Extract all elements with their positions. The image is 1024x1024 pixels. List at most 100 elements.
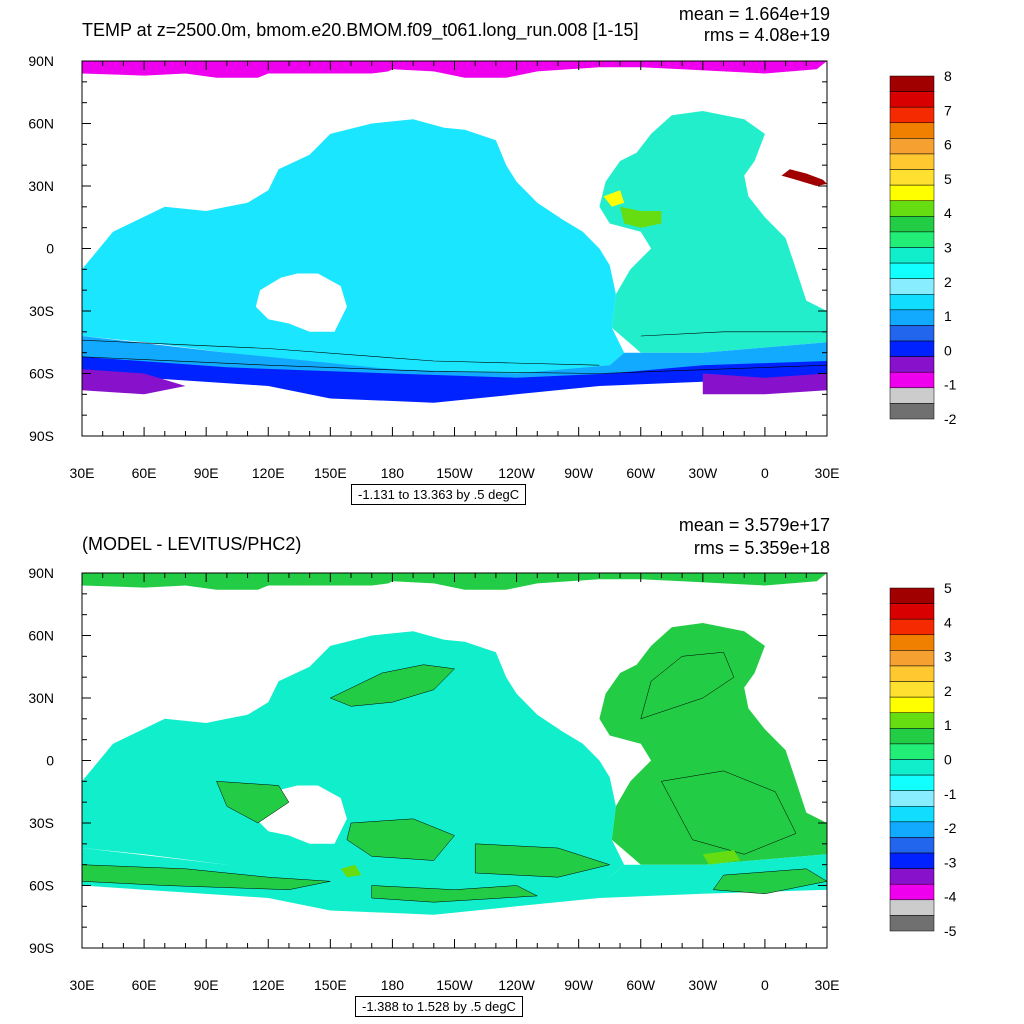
range-label: -1.131 to 13.363 by .5 degC xyxy=(351,484,527,505)
colorbar-label: 6 xyxy=(944,137,952,153)
map-axes: 30E 60E 90E 120E 150E 180 150W 120W 90W 60W 30W 0 30… xyxy=(28,53,839,481)
colorbar-swatch xyxy=(889,200,935,217)
rms-stat: rms = 4.08e+19 xyxy=(703,25,830,45)
x-tick-label: 60W xyxy=(626,465,656,481)
positive-anomaly-patch xyxy=(216,781,290,824)
y-tick-label: 30N xyxy=(28,690,54,706)
contour-line xyxy=(640,331,827,337)
colorbar-swatch xyxy=(889,899,935,916)
x-tick-label: 120W xyxy=(498,977,535,993)
map-plot: 30E 60E 90E 120E 150E 180 150W 120W 90W 60W 30W 0 30… xyxy=(28,53,957,481)
x-tick-label: 30E xyxy=(815,977,840,993)
x-tick-label: 90W xyxy=(564,465,594,481)
colorbar-swatch xyxy=(889,169,935,186)
x-tick-label: 120E xyxy=(252,465,285,481)
colorbar: 5 4 3 2 1 0 -1 -2 -3 -4 -5 xyxy=(889,580,957,939)
x-tick-label: 0 xyxy=(761,465,769,481)
colorbar-swatch xyxy=(889,184,935,201)
map-axes: 30E 60E 90E 120E 150E 180 150W 120W 90W 60W 30W 0 30… xyxy=(28,565,839,993)
x-tick-label: 30W xyxy=(688,977,718,993)
colorbar-swatch xyxy=(889,821,935,838)
colorbar-label: -2 xyxy=(944,411,957,427)
colorbar-label: 1 xyxy=(944,717,952,733)
x-tick-label: 150E xyxy=(314,977,347,993)
positive-anomaly-patch xyxy=(329,664,456,707)
colorbar-label: -1 xyxy=(944,377,957,393)
colorbar-label: -4 xyxy=(944,889,957,905)
colorbar-swatch xyxy=(889,247,935,264)
x-tick-label: 90E xyxy=(194,977,219,993)
colorbar-swatch xyxy=(889,790,935,807)
colorbar-swatch xyxy=(889,309,935,326)
y-tick-label: 90N xyxy=(28,53,54,69)
range-label: -1.388 to 1.528 by .5 degC xyxy=(355,996,523,1017)
colorbar-label: -5 xyxy=(944,923,957,939)
x-tick-label: 60E xyxy=(132,977,157,993)
x-tick-label: 30W xyxy=(688,465,718,481)
pacific-indian-ocean xyxy=(82,119,625,378)
pacific-indian-ocean xyxy=(82,631,625,890)
mean-stat: mean = 1.664e+19 xyxy=(678,4,830,24)
colorbar-label: 3 xyxy=(944,240,952,256)
colorbar-swatch xyxy=(889,387,935,404)
colorbar-swatch xyxy=(889,728,935,745)
colorbar: 8 7 6 5 4 3 2 1 0 -1 -2 xyxy=(889,68,957,427)
x-tick-label: 30E xyxy=(815,465,840,481)
y-tick-label: 30S xyxy=(29,303,54,319)
colorbar-label: 5 xyxy=(944,171,952,187)
positive-anomaly-patch xyxy=(661,770,797,855)
x-tick-label: 0 xyxy=(761,977,769,993)
colorbar-swatch xyxy=(889,696,935,713)
y-tick-label: 30N xyxy=(28,178,54,194)
positive-anomaly-patch xyxy=(371,885,539,903)
colorbar-swatch xyxy=(889,759,935,776)
x-tick-label: 180 xyxy=(381,465,405,481)
contour-line xyxy=(81,356,828,374)
temperature-field xyxy=(81,61,828,403)
colorbar-swatch xyxy=(889,774,935,791)
colorbar-swatch xyxy=(889,294,935,311)
strong-anomaly-patch xyxy=(340,864,362,878)
positive-anomaly-patch xyxy=(640,651,735,720)
colorbar-swatch xyxy=(889,665,935,682)
colorbar-label: 0 xyxy=(944,752,952,768)
colorbar-label: -1 xyxy=(944,786,957,802)
colorbar-swatch xyxy=(889,91,935,108)
bottom-panel: (MODEL - LEVITUS/PHC2) mean = 3.579e+17 … xyxy=(0,512,1024,1024)
mediterranean-sea xyxy=(781,169,827,186)
y-tick-label: 0 xyxy=(46,241,54,257)
positive-anomaly-patch xyxy=(81,864,331,890)
colorbar-label: 4 xyxy=(944,205,952,221)
colorbar-label: 7 xyxy=(944,102,952,118)
colorbar-swatch xyxy=(889,122,935,139)
colorbar-swatch xyxy=(889,852,935,869)
australia-land xyxy=(255,273,347,332)
x-tick-label: 60W xyxy=(626,977,656,993)
colorbar-swatch xyxy=(889,681,935,698)
gulf-of-mexico xyxy=(603,190,625,207)
y-tick-label: 90S xyxy=(29,940,54,956)
colorbar-swatch xyxy=(889,153,935,170)
y-tick-label: 60S xyxy=(29,878,54,894)
positive-anomaly-patch xyxy=(712,868,828,895)
colorbar-swatch xyxy=(889,618,935,636)
strong-anomaly-patch xyxy=(702,850,741,865)
colorbar-swatch xyxy=(889,868,935,885)
colorbar-swatch xyxy=(889,883,935,901)
chart-title: TEMP at z=2500.0m, bmom.e20.BMOM.f09_t06… xyxy=(82,20,639,40)
colorbar-swatch xyxy=(889,75,935,92)
colorbar-label: -3 xyxy=(944,854,957,870)
y-tick-label: 0 xyxy=(46,753,54,769)
rms-stat: rms = 5.359e+18 xyxy=(693,538,830,558)
y-tick-label: 90S xyxy=(29,428,54,444)
x-tick-label: 30E xyxy=(70,977,95,993)
colorbar-label: 5 xyxy=(944,580,952,596)
colorbar-swatch xyxy=(889,743,935,760)
colorbar-swatch xyxy=(889,403,935,420)
colorbar-swatch xyxy=(889,650,935,667)
colorbar-label: 2 xyxy=(944,274,952,290)
y-tick-label: 90N xyxy=(28,565,54,581)
colorbar-label: 1 xyxy=(944,308,952,324)
y-tick-label: 60S xyxy=(29,366,54,382)
chart-title: (MODEL - LEVITUS/PHC2) xyxy=(82,534,302,554)
